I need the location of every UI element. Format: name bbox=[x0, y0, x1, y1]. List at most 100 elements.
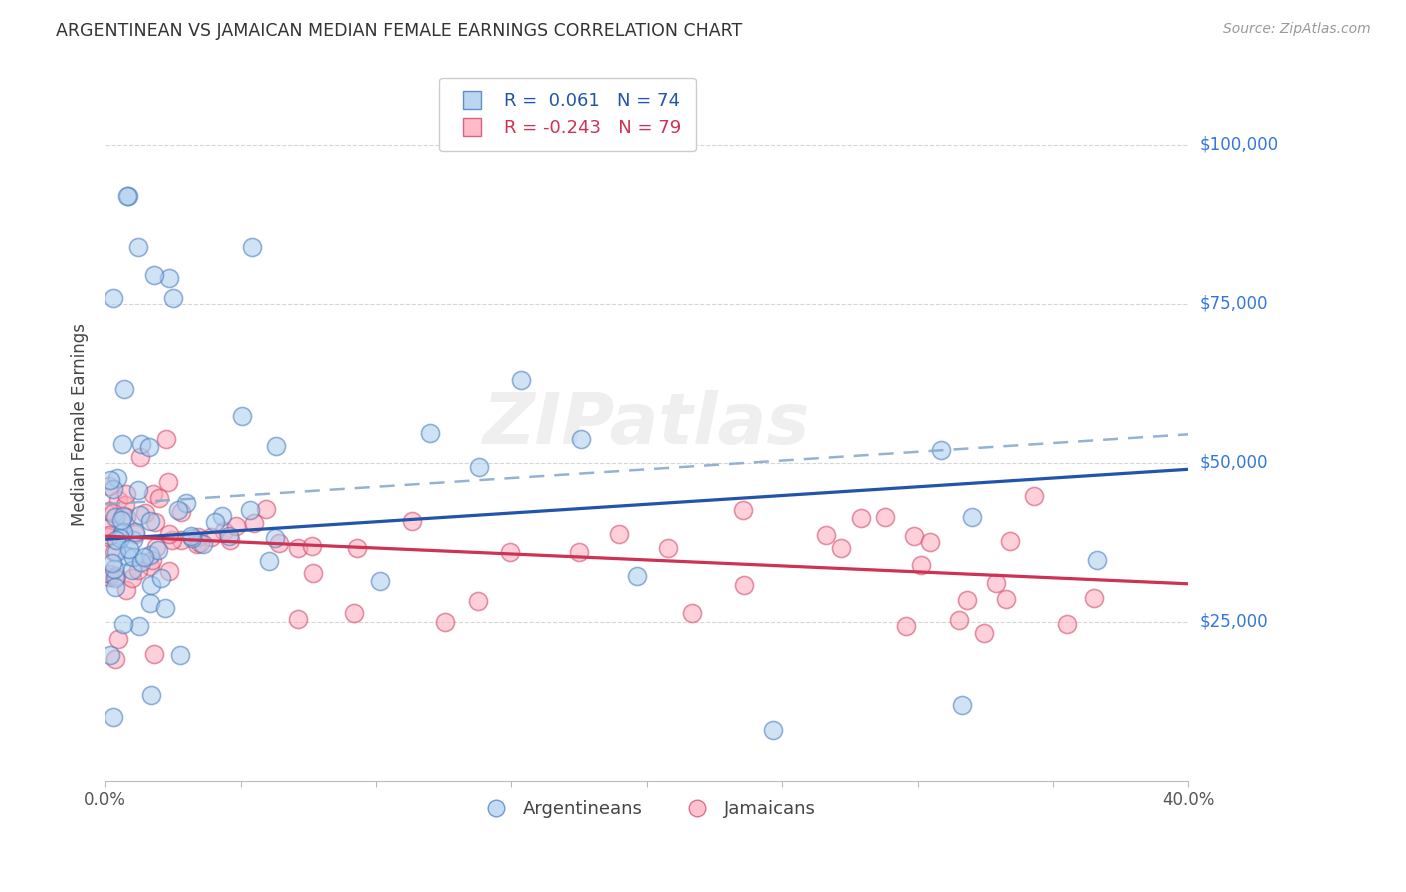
Point bbox=[219, 533, 242, 547]
Point bbox=[762, 723, 785, 738]
Point bbox=[111, 509, 134, 524]
Point bbox=[218, 529, 240, 543]
Point bbox=[254, 502, 277, 516]
Text: ZIPatlas: ZIPatlas bbox=[484, 391, 810, 459]
Text: $100,000: $100,000 bbox=[1199, 136, 1278, 153]
Point bbox=[657, 541, 679, 556]
Point bbox=[830, 541, 852, 556]
Point bbox=[122, 550, 145, 565]
Point bbox=[467, 594, 489, 608]
Point bbox=[114, 487, 136, 501]
Point bbox=[97, 479, 120, 493]
Point bbox=[814, 528, 837, 542]
Point bbox=[231, 409, 253, 424]
Point bbox=[174, 496, 197, 510]
Point bbox=[148, 491, 170, 505]
Point bbox=[138, 440, 160, 454]
Point bbox=[111, 436, 134, 450]
Point bbox=[101, 482, 124, 496]
Point bbox=[167, 503, 190, 517]
Point bbox=[107, 493, 129, 508]
Point bbox=[115, 510, 138, 524]
Point bbox=[212, 524, 235, 538]
Point bbox=[157, 475, 180, 489]
Point bbox=[146, 543, 169, 558]
Point bbox=[127, 483, 149, 497]
Point bbox=[145, 540, 167, 554]
Point bbox=[187, 530, 209, 544]
Point bbox=[121, 563, 143, 577]
Point bbox=[264, 531, 287, 545]
Point bbox=[626, 568, 648, 582]
Point bbox=[998, 534, 1021, 549]
Point bbox=[986, 575, 1008, 590]
Point bbox=[117, 188, 139, 202]
Point bbox=[264, 439, 287, 453]
Point bbox=[155, 600, 177, 615]
Point bbox=[1087, 553, 1109, 567]
Point bbox=[143, 515, 166, 529]
Point bbox=[918, 535, 941, 549]
Point bbox=[129, 450, 152, 465]
Point bbox=[124, 524, 146, 539]
Point bbox=[259, 554, 281, 568]
Point bbox=[132, 550, 155, 565]
Point bbox=[103, 291, 125, 305]
Point bbox=[100, 556, 122, 570]
Point bbox=[973, 626, 995, 640]
Point bbox=[157, 564, 180, 578]
Point bbox=[143, 647, 166, 661]
Point bbox=[97, 504, 120, 518]
Point bbox=[98, 567, 121, 582]
Point bbox=[896, 618, 918, 632]
Point bbox=[103, 562, 125, 576]
Point bbox=[105, 545, 128, 559]
Point bbox=[121, 533, 143, 547]
Point bbox=[110, 513, 132, 527]
Point bbox=[104, 571, 127, 585]
Point bbox=[104, 509, 127, 524]
Point bbox=[129, 508, 152, 523]
Point bbox=[929, 442, 952, 457]
Point bbox=[107, 632, 129, 646]
Point bbox=[127, 563, 149, 577]
Text: Source: ZipAtlas.com: Source: ZipAtlas.com bbox=[1223, 22, 1371, 37]
Point bbox=[239, 503, 262, 517]
Point bbox=[111, 525, 134, 540]
Point bbox=[101, 506, 124, 520]
Point bbox=[104, 568, 127, 582]
Point bbox=[138, 514, 160, 528]
Point bbox=[169, 648, 191, 662]
Point bbox=[510, 373, 533, 387]
Point bbox=[162, 291, 184, 305]
Point bbox=[731, 503, 754, 517]
Point bbox=[267, 536, 290, 550]
Point bbox=[117, 549, 139, 563]
Point bbox=[105, 471, 128, 485]
Point bbox=[142, 268, 165, 283]
Point bbox=[186, 536, 208, 550]
Point bbox=[124, 527, 146, 541]
Point bbox=[157, 527, 180, 541]
Point bbox=[98, 570, 121, 584]
Point bbox=[115, 188, 138, 202]
Point bbox=[127, 240, 149, 254]
Y-axis label: Median Female Earnings: Median Female Earnings bbox=[72, 323, 89, 526]
Point bbox=[104, 652, 127, 666]
Point bbox=[995, 591, 1018, 606]
Point bbox=[903, 529, 925, 543]
Point bbox=[849, 511, 872, 525]
Point bbox=[468, 460, 491, 475]
Point bbox=[960, 510, 983, 524]
Point bbox=[138, 548, 160, 562]
Point bbox=[114, 498, 136, 512]
Point bbox=[1056, 616, 1078, 631]
Point bbox=[609, 527, 631, 541]
Text: $25,000: $25,000 bbox=[1199, 613, 1268, 631]
Point bbox=[97, 521, 120, 535]
Point bbox=[141, 553, 163, 567]
Point bbox=[169, 533, 191, 548]
Point bbox=[131, 437, 153, 451]
Point bbox=[569, 433, 592, 447]
Point bbox=[204, 515, 226, 529]
